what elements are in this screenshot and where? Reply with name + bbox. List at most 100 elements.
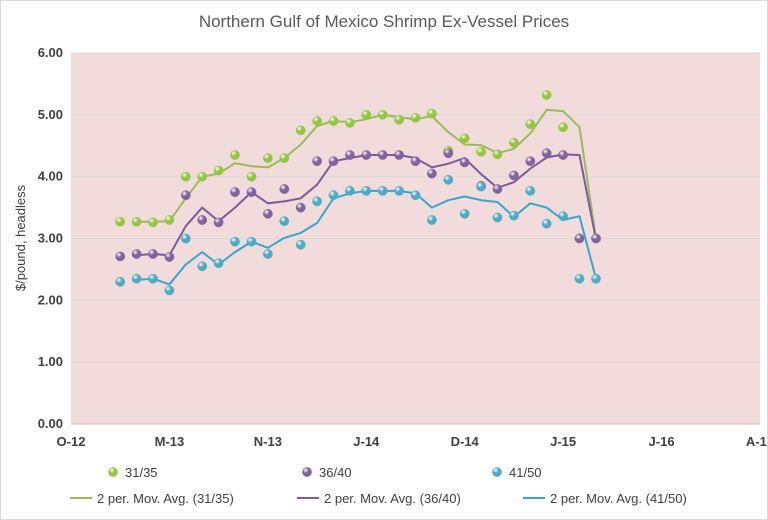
data-point	[246, 236, 257, 247]
data-point	[115, 276, 126, 287]
data-point	[295, 202, 306, 213]
data-point	[180, 171, 191, 182]
x-tick-label: N-13	[254, 434, 282, 449]
data-point	[345, 150, 355, 160]
y-tick-label: 6.00	[38, 45, 63, 60]
data-point	[591, 233, 601, 244]
data-point	[459, 208, 470, 219]
data-point	[213, 165, 224, 176]
data-point	[246, 171, 257, 182]
data-point	[410, 190, 421, 201]
data-point	[131, 273, 142, 284]
y-tick-label: 3.00	[38, 231, 63, 246]
data-point	[328, 116, 339, 126]
data-point	[361, 109, 372, 120]
data-point	[115, 216, 126, 227]
x-tick-label: J-16	[649, 434, 675, 449]
data-point	[164, 252, 175, 262]
data-point	[279, 216, 290, 227]
data-point	[246, 187, 257, 197]
data-point	[279, 184, 290, 194]
data-point	[476, 147, 486, 157]
data-point	[361, 150, 372, 160]
data-point	[164, 285, 175, 296]
data-point	[427, 168, 437, 179]
data-point	[131, 216, 142, 227]
data-point	[263, 208, 273, 219]
x-axis-ticks: O-12 M-13 N-13 J-14 D-14 J-15 J-16 A-16	[57, 434, 767, 449]
data-point	[476, 181, 486, 192]
legend-label: 31/35	[125, 465, 158, 480]
data-point	[230, 187, 240, 197]
data-point	[591, 273, 601, 284]
data-point	[180, 233, 191, 244]
chart-title: Northern Gulf of Mexico Shrimp Ex-Vessel…	[199, 12, 569, 31]
x-tick-label: M-13	[155, 434, 185, 449]
x-tick-label: D-14	[451, 434, 480, 449]
data-point	[574, 233, 585, 244]
data-point	[213, 217, 224, 228]
legend-label: 2 per. Mov. Avg. (41/50)	[550, 491, 687, 506]
data-point	[410, 156, 421, 167]
x-tick-label: A-16	[746, 434, 767, 449]
data-point	[148, 217, 158, 228]
data-point	[541, 90, 552, 100]
legend-marker	[302, 467, 312, 477]
data-point	[312, 116, 322, 126]
data-point	[394, 186, 404, 196]
data-point	[492, 184, 503, 194]
data-point	[492, 149, 503, 160]
data-point	[295, 125, 306, 136]
data-point	[164, 215, 175, 225]
y-tick-label: 4.00	[38, 169, 63, 184]
data-point	[443, 148, 454, 159]
data-point	[345, 186, 355, 196]
y-axis-label: $/pound, headless	[13, 184, 28, 291]
data-point	[541, 148, 552, 159]
data-point	[328, 190, 339, 201]
legend-label: 36/40	[319, 465, 352, 480]
data-point	[459, 157, 470, 168]
data-point	[558, 211, 568, 222]
y-tick-label: 2.00	[38, 292, 63, 307]
data-point	[180, 190, 191, 201]
data-point	[443, 174, 454, 185]
data-point	[148, 249, 158, 259]
data-point	[541, 218, 552, 229]
y-tick-label: 5.00	[38, 107, 63, 122]
data-point	[394, 114, 404, 125]
data-point	[377, 109, 388, 120]
data-point	[345, 118, 355, 128]
data-point	[377, 150, 388, 160]
data-point	[115, 251, 126, 262]
data-point	[509, 170, 519, 181]
data-point	[197, 261, 208, 272]
data-point	[230, 150, 240, 160]
legend: 31/35 36/40 41/50 2 per. Mov. Avg. (31/35) 2…	[70, 465, 687, 506]
data-point	[197, 171, 208, 182]
data-point	[394, 150, 404, 160]
data-point	[410, 113, 421, 123]
y-tick-label: 0.00	[38, 416, 63, 431]
data-point	[427, 215, 437, 225]
price-points	[115, 90, 601, 296]
x-tick-label: J-14	[353, 434, 380, 449]
data-point	[509, 210, 519, 221]
data-point	[509, 137, 519, 148]
data-point	[558, 150, 568, 160]
legend-label: 2 per. Mov. Avg. (36/40)	[324, 491, 461, 506]
legend-marker	[492, 467, 502, 477]
data-point	[213, 258, 224, 269]
data-point	[263, 249, 273, 259]
data-point	[525, 186, 536, 196]
legend-marker	[108, 467, 118, 477]
data-point	[427, 108, 437, 119]
x-tick-label: O-12	[57, 434, 86, 449]
data-point	[459, 133, 470, 144]
data-point	[131, 249, 142, 259]
data-point	[558, 122, 568, 133]
data-point	[312, 196, 322, 207]
data-point	[295, 239, 306, 250]
data-point	[377, 186, 388, 196]
